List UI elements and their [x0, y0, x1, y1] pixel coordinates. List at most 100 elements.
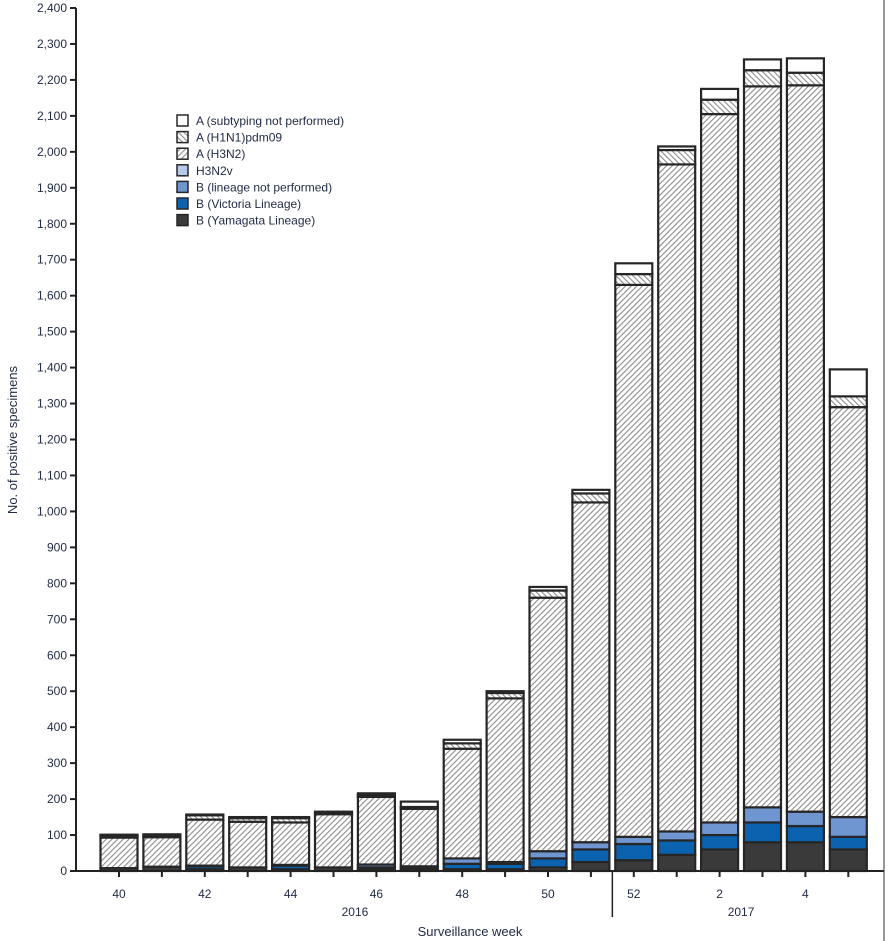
- legend: A (subtyping not performed) A (H1N1)pdm09…: [176, 114, 344, 228]
- legend-swatch: [176, 197, 189, 210]
- bar-segment-a-h3n2: [528, 596, 568, 853]
- bar-segment-b-yamagata-lineage: [657, 853, 697, 873]
- x-tick-label: 46: [370, 887, 384, 901]
- bar-stack-week-42: [185, 813, 225, 873]
- bar-segment-a-h1n1-pdm09: [742, 69, 783, 88]
- legend-label: H3N2v: [196, 164, 233, 178]
- bar-segment-a-subtyping-not-performed: [356, 792, 396, 797]
- y-tick-label: 700: [47, 612, 67, 626]
- legend-label: B (lineage not performed): [196, 180, 332, 194]
- legend-item: A (subtyping not performed): [176, 114, 344, 128]
- x-tick-label: 52: [627, 887, 641, 901]
- bar-segment-b-victoria-lineage: [657, 839, 697, 856]
- bar-segment-a-subtyping-not-performed: [785, 57, 826, 74]
- bar-segment-a-h3n2: [356, 795, 396, 866]
- legend-label: B (Victoria Lineage): [196, 197, 301, 211]
- y-tick-label: 900: [47, 540, 67, 554]
- x-axis: 40 42 44 46 48 50 52 2 4 2016 2017: [76, 870, 884, 919]
- bar-segment-a-subtyping-not-performed: [699, 87, 740, 101]
- y-tick-label: 0: [60, 864, 67, 878]
- bar-segment-a-h3n2: [442, 747, 482, 860]
- x-tick-label: 44: [284, 887, 298, 901]
- bar-stack-week-4: [785, 57, 826, 873]
- bar-stack-week-43: [228, 815, 268, 873]
- bar-segment-a-h1n1-pdm09: [785, 71, 826, 87]
- bar-segment-a-subtyping-not-performed: [228, 815, 268, 820]
- y-axis: 0 100 200 300 400 500 600 700 800 900 1,000 1,100 1,…: [37, 1, 77, 878]
- bar-segment-b-lineage-not-performed: [828, 815, 868, 838]
- y-tick-label: 500: [47, 684, 67, 698]
- bar-stack-week-48: [442, 738, 482, 873]
- year-label: 2017: [728, 905, 755, 919]
- legend-item: A (H3N2): [176, 147, 245, 161]
- bar-segment-a-subtyping-not-performed: [442, 738, 482, 745]
- bar-stack-week-1: [657, 145, 697, 873]
- bar-segment-b-victoria-lineage: [614, 842, 654, 862]
- bar-segment-b-yamagata-lineage: [571, 860, 611, 873]
- bar-segment-a-subtyping-not-performed: [271, 815, 311, 820]
- bar-segment-a-subtyping-not-performed: [828, 368, 868, 398]
- y-tick-label: 100: [47, 828, 67, 842]
- bar-stack-week-44: [271, 815, 311, 873]
- y-tick-label: 1,400: [37, 361, 67, 375]
- x-tick-label: 40: [112, 887, 126, 901]
- y-tick-label: 1,300: [37, 397, 67, 411]
- y-tick-label: 1,500: [37, 325, 67, 339]
- bar-stack-week-50: [528, 585, 568, 873]
- year-label: 2016: [342, 905, 369, 919]
- y-axis-title: No. of positive specimens: [5, 365, 20, 514]
- bar-segment-a-h3n2: [828, 406, 868, 819]
- bar-segment-a-h3n2: [571, 501, 611, 844]
- bar-segment-a-h3n2: [313, 813, 354, 869]
- bar-segment-a-h3n2: [185, 818, 225, 867]
- bar-segment-a-subtyping-not-performed: [313, 810, 354, 814]
- bar-segment-b-lineage-not-performed: [742, 806, 783, 824]
- y-tick-label: 2,300: [37, 37, 67, 51]
- legend-item: B (Yamagata Lineage): [176, 213, 315, 228]
- y-tick-label: 400: [47, 720, 67, 734]
- legend-swatch: [176, 164, 189, 177]
- bar-segment-a-h1n1-pdm09: [828, 395, 868, 409]
- bar-segment-b-yamagata-lineage: [699, 848, 740, 873]
- bar-segment-a-h3n2: [699, 112, 740, 824]
- bar-segment-a-h3n2: [142, 836, 182, 868]
- bar-stack-week-46: [356, 792, 396, 873]
- bar-segment-b-victoria-lineage: [528, 857, 568, 869]
- legend-item: B (Victoria Lineage): [176, 197, 301, 211]
- legend-item: H3N2v: [176, 164, 233, 178]
- bar-stack-week-51: [571, 488, 611, 873]
- bar-stack-week-3: [742, 58, 783, 873]
- y-tick-label: 1,700: [37, 253, 67, 267]
- bars: [99, 57, 868, 873]
- legend-swatch: [176, 213, 189, 227]
- y-tick-label: 300: [47, 756, 67, 770]
- y-tick-label: 2,200: [37, 73, 67, 87]
- y-tick-label: 2,400: [37, 1, 67, 15]
- bar-segment-a-subtyping-not-performed: [99, 833, 139, 837]
- legend-label: B (Yamagata Lineage): [196, 214, 315, 228]
- bar-stack-week-2: [699, 87, 740, 873]
- x-tick-label: 4: [802, 887, 809, 901]
- bar-segment-a-subtyping-not-performed: [142, 833, 182, 837]
- bar-segment-a-h3n2: [614, 283, 654, 838]
- legend-item: A (H1N1)pdm09: [176, 131, 282, 145]
- bar-stack-week-5: [828, 368, 868, 873]
- bar-stack-week-41: [142, 833, 182, 873]
- bar-segment-a-h3n2: [657, 163, 697, 833]
- legend-item: B (lineage not performed): [176, 180, 332, 194]
- bar-segment-a-subtyping-not-performed: [399, 800, 439, 809]
- bar-segment-b-lineage-not-performed: [657, 830, 697, 842]
- y-tick-label: 600: [47, 648, 67, 662]
- legend-label: A (H1N1)pdm09: [196, 131, 282, 145]
- x-tick-label: 2: [716, 887, 723, 901]
- y-tick-label: 1,800: [37, 217, 67, 231]
- bar-segment-a-h3n2: [99, 836, 139, 870]
- bar-segment-a-h1n1-pdm09: [657, 148, 697, 166]
- bar-segment-a-subtyping-not-performed: [185, 813, 225, 817]
- x-axis-title: Surveillance week: [418, 924, 523, 939]
- legend-label: A (subtyping not performed): [196, 114, 344, 128]
- legend-swatch: [176, 147, 189, 160]
- bar-segment-b-yamagata-lineage: [785, 841, 826, 873]
- bar-segment-a-h3n2: [271, 821, 311, 866]
